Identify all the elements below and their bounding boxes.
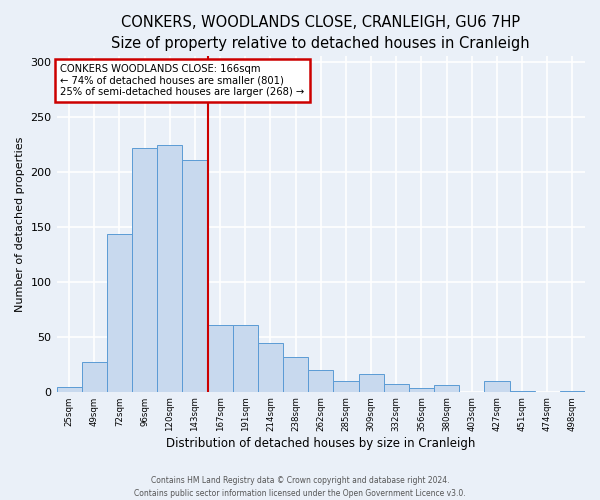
Bar [56, 388, 82, 392]
Bar [509, 390, 535, 392]
Text: Contains HM Land Registry data © Crown copyright and database right 2024.
Contai: Contains HM Land Registry data © Crown c… [134, 476, 466, 498]
Bar [157, 146, 182, 392]
Bar [258, 344, 283, 392]
Y-axis label: Number of detached properties: Number of detached properties [15, 136, 25, 312]
Bar [383, 384, 409, 392]
Bar [334, 380, 359, 392]
Bar [182, 160, 208, 392]
Bar [484, 380, 509, 392]
Bar [132, 148, 157, 392]
Bar [308, 370, 334, 392]
Bar [409, 388, 434, 392]
Title: CONKERS, WOODLANDS CLOSE, CRANLEIGH, GU6 7HP
Size of property relative to detach: CONKERS, WOODLANDS CLOSE, CRANLEIGH, GU6… [112, 15, 530, 51]
Bar [283, 356, 308, 392]
Bar [233, 324, 258, 392]
Bar [107, 234, 132, 392]
Bar [208, 324, 233, 392]
Bar [560, 390, 585, 392]
Bar [434, 385, 459, 392]
Bar [82, 362, 107, 392]
Text: CONKERS WOODLANDS CLOSE: 166sqm
← 74% of detached houses are smaller (801)
25% o: CONKERS WOODLANDS CLOSE: 166sqm ← 74% of… [61, 64, 305, 97]
Bar [359, 374, 383, 392]
X-axis label: Distribution of detached houses by size in Cranleigh: Distribution of detached houses by size … [166, 437, 475, 450]
